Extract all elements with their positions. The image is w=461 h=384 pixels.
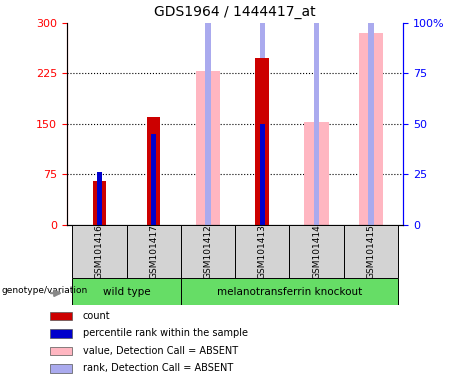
Bar (151, 134, 156, 225)
Bar (127, 225, 181, 278)
Text: GSM101413: GSM101413 (258, 224, 267, 279)
Bar (359, 33, 383, 225)
Text: melanotransferrin knockout: melanotransferrin knockout (217, 287, 362, 297)
Bar (260, 124, 265, 225)
Bar (97, 172, 102, 225)
Bar (290, 225, 343, 278)
Text: wild type: wild type (103, 287, 150, 297)
Bar (255, 58, 269, 225)
Bar (147, 117, 160, 225)
Bar (304, 122, 329, 225)
Bar (181, 225, 235, 278)
Bar (368, 0, 373, 225)
Bar (343, 225, 398, 278)
Text: genotype/variation: genotype/variation (1, 286, 88, 295)
Bar (260, 0, 265, 225)
Bar (93, 181, 106, 225)
Text: percentile rank within the sample: percentile rank within the sample (83, 328, 248, 338)
Text: value, Detection Call = ABSENT: value, Detection Call = ABSENT (83, 346, 238, 356)
Bar (314, 0, 319, 225)
Text: count: count (83, 311, 110, 321)
Bar (50, 311, 72, 320)
Text: GSM101414: GSM101414 (312, 224, 321, 279)
Text: GSM101416: GSM101416 (95, 224, 104, 279)
Bar (50, 347, 72, 355)
Bar (181, 278, 398, 305)
Text: rank, Detection Call = ABSENT: rank, Detection Call = ABSENT (83, 364, 233, 374)
Bar (235, 225, 290, 278)
Bar (72, 225, 127, 278)
Title: GDS1964 / 1444417_at: GDS1964 / 1444417_at (154, 5, 316, 19)
Text: GSM101412: GSM101412 (203, 224, 213, 279)
Bar (205, 0, 211, 225)
Text: GSM101417: GSM101417 (149, 224, 158, 279)
Bar (50, 329, 72, 338)
Bar (72, 278, 181, 305)
Text: GSM101415: GSM101415 (366, 224, 375, 279)
Bar (50, 364, 72, 373)
Bar (196, 71, 220, 225)
